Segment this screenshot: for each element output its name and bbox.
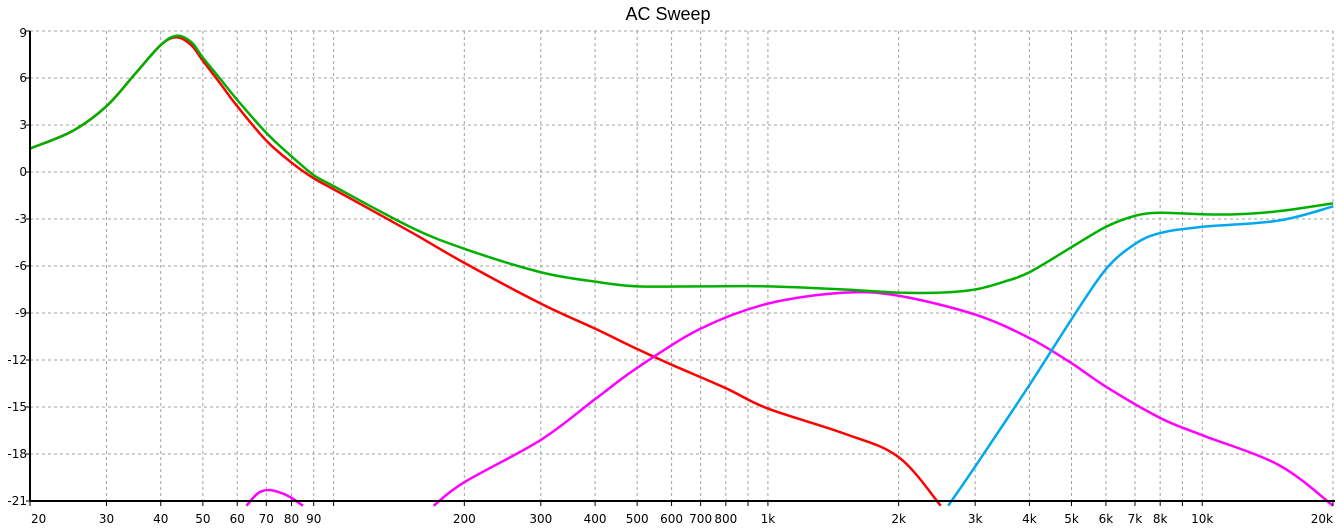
series-line-4 [29,34,1334,295]
x-tick-label: 80 [284,512,299,526]
x-tick-label: 7k [1128,512,1143,526]
x-tick-label: 800 [714,512,737,526]
x-tick-label: 60 [230,512,245,526]
y-tick-label: 0 [19,165,27,179]
axes: 20 30 40 50 60 70 80 90 200 300 400 500 600 700 800 1k 2… [7,26,1335,526]
x-tick-label: 20 [31,512,46,526]
y-tick-label: -9 [15,306,27,320]
y-tick-label: -12 [7,353,27,367]
x-tick-label: 10k [1191,512,1213,526]
x-tick-label: 200 [453,512,476,526]
x-tick-label: 70 [259,512,274,526]
grid [30,30,1334,502]
series-line-3 [947,205,1334,507]
y-tick-label: -3 [15,212,27,226]
x-tick-label: 5k [1064,512,1079,526]
x-tick-label: 2k [891,512,906,526]
series-line-1 [245,488,304,507]
x-tick-label: 3k [968,512,983,526]
x-tick-label: 600 [660,512,683,526]
y-tick-label: -6 [15,259,27,273]
x-tick-label: 40 [153,512,168,526]
y-tick-label: 9 [19,26,27,40]
series-line-2 [432,290,1334,507]
x-tick-label: 90 [306,512,321,526]
x-tick-label: 400 [584,512,607,526]
x-tick-label: 300 [529,512,552,526]
x-tick-label: 700 [689,512,712,526]
y-tick-label: -18 [7,447,27,461]
x-tick-label: 8k [1153,512,1168,526]
x-tick-label: 4k [1022,512,1037,526]
x-tick-label: 6k [1099,512,1114,526]
x-tick-label: 50 [195,512,210,526]
x-tick-label: 30 [99,512,114,526]
x-tick-label: 1k [761,512,776,526]
y-tick-label: 6 [19,71,27,85]
x-tick-label: 20k [1311,512,1333,526]
y-tick-label: 3 [19,118,27,132]
series-line-0 [29,36,942,507]
y-tick-label: -21 [7,494,27,508]
y-tick-label: -15 [7,400,27,414]
chart-title: AC Sweep [625,4,711,24]
series-group [29,34,1334,507]
x-tick-label: 500 [626,512,649,526]
